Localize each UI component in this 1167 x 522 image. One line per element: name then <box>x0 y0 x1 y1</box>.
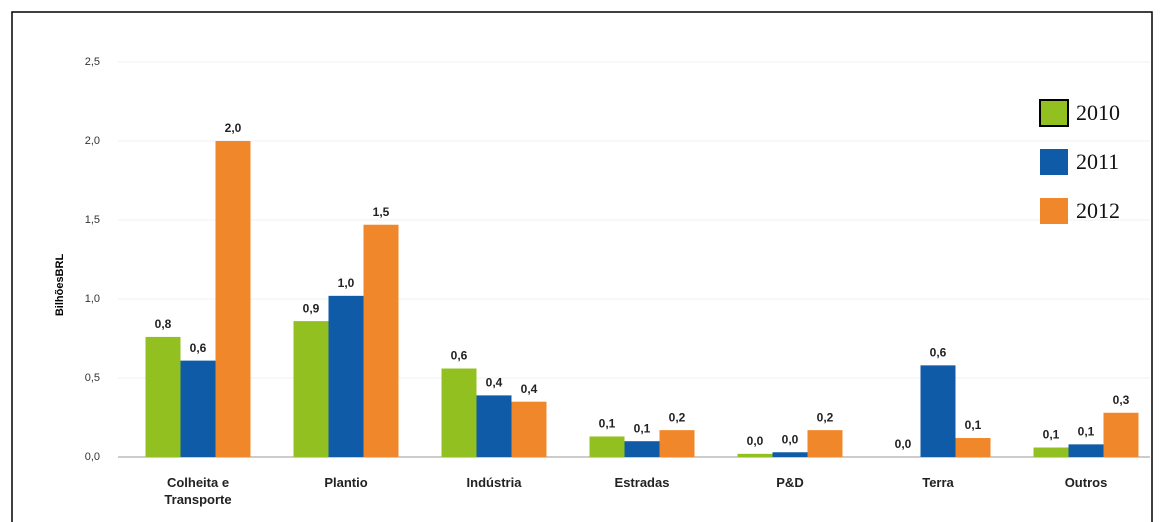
x-tick-label: Colheita e Transporte <box>164 475 232 507</box>
data-label: 0,1 <box>1078 425 1095 439</box>
legend-swatch <box>1040 198 1068 224</box>
bar <box>476 395 512 457</box>
data-label: 1,0 <box>338 276 355 290</box>
data-label: 0,2 <box>817 410 834 424</box>
legend-label: 2010 <box>1076 100 1120 125</box>
y-tick-label: 2,0 <box>85 135 100 147</box>
bar <box>511 401 547 457</box>
bar <box>328 295 364 457</box>
data-label: 0,1 <box>965 418 982 432</box>
data-label: 0,1 <box>634 421 651 435</box>
x-tick-label: Terra <box>922 475 954 490</box>
data-label: 0,0 <box>782 432 799 446</box>
y-tick-label: 0,5 <box>85 372 100 384</box>
bar <box>772 452 808 457</box>
data-label: 0,4 <box>521 382 538 396</box>
data-label: 0,1 <box>599 417 616 431</box>
data-label: 1,5 <box>373 205 390 219</box>
data-label: 0,1 <box>1043 428 1060 442</box>
bar <box>145 336 181 457</box>
bar <box>180 360 216 457</box>
y-tick-label: 1,0 <box>85 293 100 305</box>
data-label: 0,9 <box>303 301 320 315</box>
data-label: 0,3 <box>1113 393 1130 407</box>
x-tick-label: Outros <box>1064 475 1108 490</box>
bar <box>1103 412 1139 457</box>
y-tick-label: 2,5 <box>85 56 100 68</box>
x-tick-label: Plantio <box>324 475 368 490</box>
bar <box>807 430 843 457</box>
x-tick-label: Estradas <box>614 475 670 490</box>
x-tick-label: Indústria <box>466 475 522 490</box>
y-tick-label: 1,5 <box>85 214 100 226</box>
data-label: 0,0 <box>747 434 764 448</box>
data-label: 0,6 <box>451 349 468 363</box>
data-label: 0,4 <box>486 376 503 390</box>
bar <box>1033 447 1069 457</box>
x-tick-label: P&D <box>776 475 804 490</box>
data-label: 0,8 <box>155 317 172 331</box>
y-tick-label: 0,0 <box>85 451 100 463</box>
bar <box>624 441 660 457</box>
data-label: 0,2 <box>669 410 686 424</box>
legend-swatch <box>1040 149 1068 175</box>
bar <box>363 224 399 457</box>
frame <box>11 11 1153 522</box>
legend-label: 2012 <box>1076 198 1120 223</box>
bar <box>920 365 956 457</box>
data-label: 2,0 <box>225 121 242 135</box>
bar <box>293 321 329 457</box>
data-label: 0,6 <box>190 341 207 355</box>
y-axis-label: BilhõesBRL <box>54 254 66 317</box>
bar <box>215 141 251 457</box>
legend-label: 2011 <box>1076 149 1119 174</box>
bar <box>589 436 625 457</box>
data-label: 0,0 <box>895 437 912 451</box>
bar <box>955 438 991 457</box>
data-label: 0,6 <box>930 346 947 360</box>
bar <box>1068 444 1104 457</box>
bar <box>441 368 477 457</box>
bar <box>737 453 773 457</box>
bar <box>659 430 695 457</box>
legend-swatch <box>1039 99 1069 127</box>
